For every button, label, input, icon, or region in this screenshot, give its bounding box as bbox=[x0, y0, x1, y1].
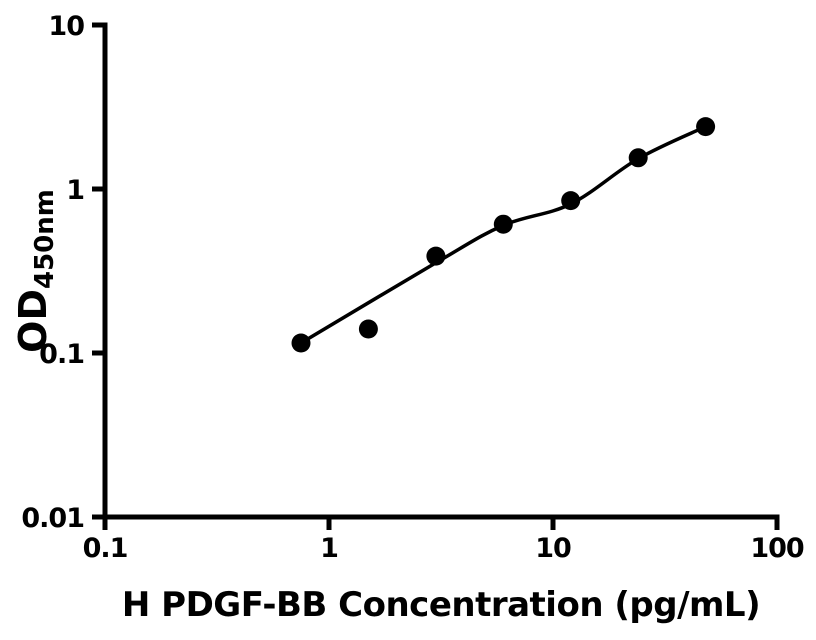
y-tick-label: 1 bbox=[66, 175, 84, 206]
x-tick-label: 10 bbox=[535, 533, 571, 564]
data-point bbox=[493, 214, 513, 234]
data-point bbox=[291, 333, 311, 353]
axis-lines bbox=[102, 22, 780, 520]
data-point bbox=[628, 148, 648, 168]
y-tick-label: 0.1 bbox=[39, 339, 84, 370]
y-axis-title: OD450nm bbox=[11, 189, 60, 353]
y-tick-label: 0.01 bbox=[21, 503, 84, 534]
data-point bbox=[561, 191, 581, 211]
x-tick-label: 0.1 bbox=[83, 533, 128, 564]
y-axis-title-main: OD bbox=[11, 289, 55, 353]
axis-frame bbox=[102, 22, 780, 520]
x-axis-title: H PDGF-BB Concentration (pg/mL) bbox=[122, 585, 760, 625]
x-tick-marks bbox=[102, 517, 780, 530]
data-point bbox=[426, 246, 446, 266]
y-tick-marks bbox=[92, 22, 105, 520]
x-tick-label: 100 bbox=[750, 533, 804, 564]
x-tick-label: 1 bbox=[320, 533, 338, 564]
y-tick-label: 10 bbox=[48, 11, 84, 42]
data-points bbox=[291, 117, 716, 353]
data-point bbox=[358, 319, 378, 339]
data-point bbox=[696, 117, 716, 137]
y-axis-title-subscript: 450nm bbox=[30, 189, 60, 289]
